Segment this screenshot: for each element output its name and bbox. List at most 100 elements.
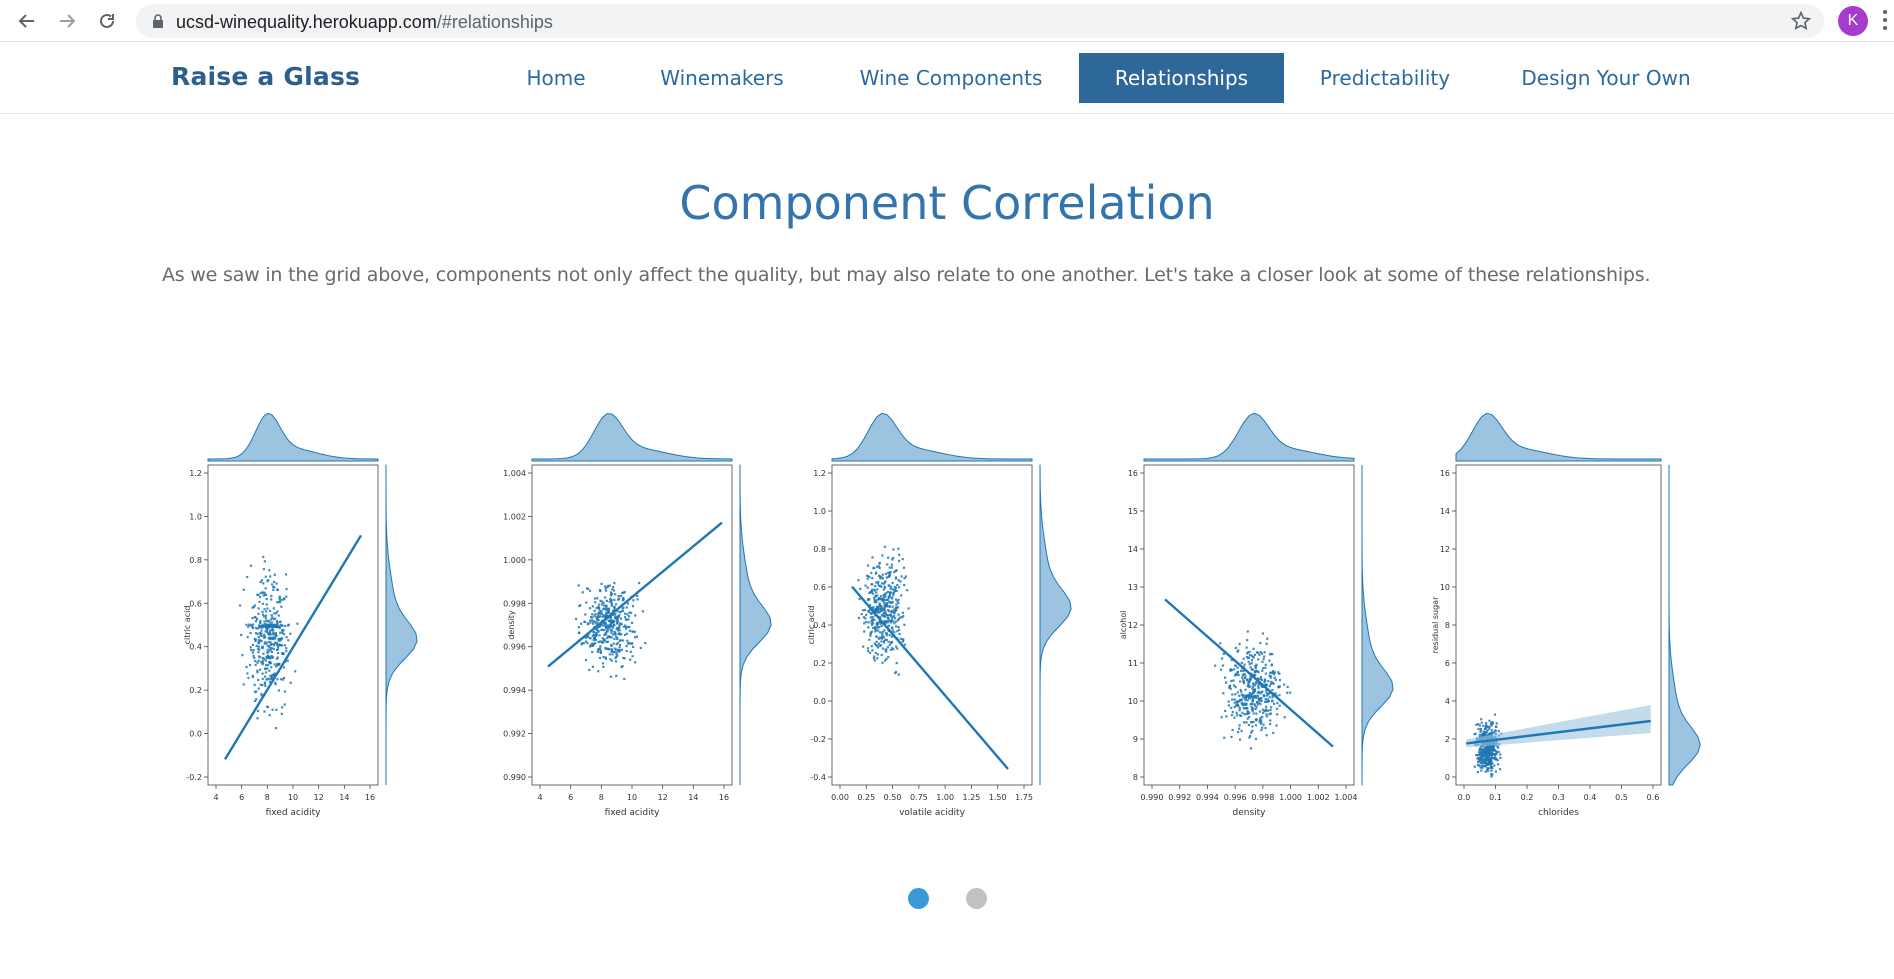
y-tick-label: 0.992	[503, 730, 526, 739]
y-tick-label: 12	[1128, 621, 1138, 630]
url-text: ucsd-winequality.herokuapp.com/#relation…	[176, 12, 553, 32]
x-tick-label: 8	[599, 793, 604, 802]
star-icon[interactable]	[1790, 10, 1812, 32]
y-tick-label: 0.4	[813, 621, 826, 630]
x-tick-label: 0.3	[1552, 793, 1565, 802]
y-tick-label: 0.996	[503, 643, 526, 652]
y-tick-label: 16	[1128, 469, 1138, 478]
x-tick-label: 1.002	[1307, 793, 1330, 802]
address-bar[interactable]: ucsd-winequality.herokuapp.com/#relation…	[136, 4, 1824, 38]
main-nav: Home Winemakers Wine Components Relation…	[0, 53, 1894, 103]
jointplot-image: 4 6 8 10 12 14 16 0.990 0.992 0.994 0.996 0.998 1.00…	[503, 413, 772, 818]
y-tick-label: 0.0	[189, 730, 202, 739]
jointplot-fixed-acidity-citric-acid: 4 6 8 10 12 14 16 -0.2 0.0 0.2 0.4 0.6 0.8 1.0 1.2 fixe…	[180, 395, 480, 835]
site-header: Raise a Glass Home Winemakers Wine Compo…	[0, 43, 1894, 114]
x-tick-label: 0.0	[1458, 793, 1471, 802]
x-tick-label: 0.996	[1224, 793, 1247, 802]
nav-winemakers[interactable]: Winemakers	[660, 66, 784, 90]
kebab-menu-icon[interactable]	[1882, 10, 1888, 32]
x-tick-label: 4	[537, 793, 542, 802]
nav-design-your-own[interactable]: Design Your Own	[1521, 66, 1691, 90]
x-tick-label: 10	[627, 793, 637, 802]
y-axis-label: density	[507, 610, 516, 640]
jointplot-carousel: 4 6 8 10 12 14 16 -0.2 0.0 0.2 0.4 0.6 0.8 1.0 1.2 fixe…	[180, 395, 1740, 835]
nav-predictability[interactable]: Predictability	[1319, 66, 1451, 90]
profile-avatar[interactable]: K	[1838, 6, 1868, 36]
nav-wine-components[interactable]: Wine Components	[859, 66, 1043, 90]
x-tick-label: 10	[288, 793, 298, 802]
y-tick-label: -0.2	[810, 735, 826, 744]
jointplot-volatile-acidity-citric-acid: 0.00 0.25 0.50 0.75 1.00 1.25 1.50 1.75 -0.4 -0.2…	[804, 395, 1104, 835]
section-intro: As we saw in the grid above, components …	[162, 264, 1651, 286]
nav-relationships[interactable]: Relationships	[1079, 53, 1284, 103]
x-tick-label: 6	[239, 793, 244, 802]
y-tick-label: 4	[1445, 697, 1450, 706]
x-tick-label: 12	[314, 793, 324, 802]
x-tick-label: 14	[339, 793, 349, 802]
jointplot-fixed-acidity-density: 4 6 8 10 12 14 16 0.990 0.992 0.994 0.996 0.998 1.00…	[492, 395, 792, 835]
y-tick-label: 10	[1440, 583, 1450, 592]
x-tick-label: 16	[719, 793, 729, 802]
y-axis-label: citric acid	[183, 606, 192, 645]
y-tick-label: 10	[1128, 697, 1138, 706]
x-tick-label: 1.25	[963, 793, 981, 802]
x-tick-label: 0.00	[831, 793, 849, 802]
back-arrow-icon[interactable]	[12, 6, 42, 36]
y-axis-label: residual sugar	[1431, 596, 1440, 653]
x-tick-label: 0.992	[1168, 793, 1191, 802]
y-tick-label: 8	[1445, 621, 1450, 630]
jointplot-density-alcohol: 0.990 0.992 0.994 0.996 0.998 1.000 1.002 1.004…	[1116, 395, 1416, 835]
y-tick-label: 0.2	[189, 686, 202, 695]
x-tick-label: 16	[365, 793, 375, 802]
y-tick-label: 1.004	[503, 469, 526, 478]
x-tick-label: 0.50	[884, 793, 902, 802]
browser-toolbar: ucsd-winequality.herokuapp.com/#relation…	[0, 0, 1894, 42]
y-tick-label: 0.994	[503, 686, 526, 695]
x-axis-label: volatile acidity	[899, 808, 965, 818]
lock-icon	[153, 14, 163, 28]
x-tick-label: 4	[213, 793, 218, 802]
y-tick-label: 9	[1133, 735, 1138, 744]
carousel-dots	[908, 888, 988, 910]
x-tick-label: 6	[568, 793, 573, 802]
y-tick-label: 0.0	[813, 697, 826, 706]
y-tick-label: 1.000	[503, 556, 526, 565]
nav-home[interactable]: Home	[526, 66, 586, 90]
carousel-dot-1[interactable]	[908, 888, 929, 909]
x-tick-label: 0.994	[1196, 793, 1219, 802]
y-tick-label: 1.0	[813, 507, 826, 516]
x-axis-label: fixed acidity	[605, 808, 661, 818]
y-tick-label: 8	[1133, 773, 1138, 782]
y-tick-label: 6	[1445, 659, 1450, 668]
x-tick-label: 0.998	[1251, 793, 1274, 802]
y-tick-label: 0.8	[813, 545, 826, 554]
x-axis-label: density	[1233, 808, 1267, 818]
y-tick-label: 0.998	[503, 599, 526, 608]
y-tick-label: 1.0	[189, 512, 202, 521]
y-axis-label: alcohol	[1119, 611, 1128, 640]
carousel-dot-2[interactable]	[966, 888, 987, 909]
x-axis-label: chlorides	[1538, 808, 1579, 818]
jointplot-image: 0.00 0.25 0.50 0.75 1.00 1.25 1.50 1.75 -0.4 -0.2…	[807, 412, 1072, 818]
y-tick-label: -0.4	[810, 773, 826, 782]
x-tick-label: 0.75	[910, 793, 928, 802]
brand-logo[interactable]: Raise a Glass	[171, 62, 361, 91]
x-tick-label: 0.4	[1584, 793, 1597, 802]
y-tick-label: 14	[1128, 545, 1138, 554]
y-tick-label: 15	[1128, 507, 1138, 516]
reload-icon[interactable]	[92, 6, 122, 36]
jointplot-image: 4 6 8 10 12 14 16 -0.2 0.0 0.2 0.4 0.6 0.8 1.0 1.2 fixe…	[183, 412, 418, 818]
x-tick-label: 1.00	[936, 793, 954, 802]
forward-arrow-icon[interactable]	[52, 6, 82, 36]
y-tick-label: 11	[1128, 659, 1138, 668]
y-tick-label: 13	[1128, 583, 1138, 592]
x-axis-label: fixed acidity	[266, 808, 322, 818]
x-tick-label: 0.25	[857, 793, 875, 802]
y-tick-label: 16	[1440, 469, 1450, 478]
x-tick-label: 1.000	[1279, 793, 1302, 802]
x-tick-label: 14	[688, 793, 698, 802]
y-axis-label: citric acid	[807, 606, 816, 645]
x-tick-label: 0.1	[1489, 793, 1502, 802]
y-tick-label: 0.2	[813, 659, 826, 668]
y-tick-label: 14	[1440, 507, 1450, 516]
